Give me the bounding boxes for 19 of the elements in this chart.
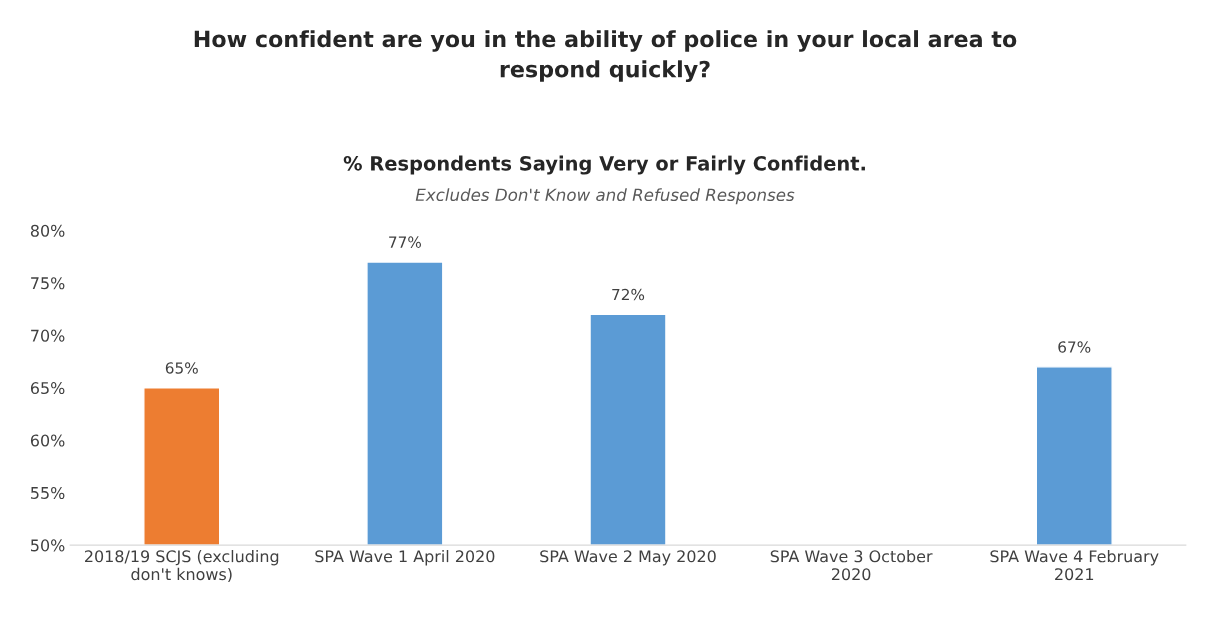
x-tick-label: SPA Wave 2 May 2020 — [540, 550, 716, 566]
chart-title: How confident are you in the ability of police in your local area to respond quickly? — [194, 30, 1017, 82]
y-tick-label: 55% — [31, 486, 65, 499]
data-label: 72% — [612, 288, 645, 301]
x-tick-label: SPA Wave 1 April 2020 — [315, 549, 495, 566]
y-tick-label: 70% — [31, 329, 65, 342]
y-tick-label: 65% — [30, 382, 65, 395]
text: Excludes Don't Know and Refused Responses — [415, 188, 795, 205]
data-label: 77% — [389, 236, 421, 248]
data-label: 67% — [1058, 341, 1091, 353]
data-label: 65% — [165, 362, 198, 374]
y-tick-label: 75% — [31, 277, 65, 290]
x-tick-label: SPA Wave 4 February 2021 — [990, 549, 1159, 581]
x-tick-label: SPA Wave 3 October 2020 — [770, 549, 933, 581]
y-tick-label: 60% — [30, 434, 65, 447]
y-tick-label: 80% — [30, 224, 65, 237]
x-tick-label: 2018/19 SCJS (excluding don't knows) — [85, 549, 279, 583]
chart-subtitle: % Respondents Saying Very or Fairly Confident. — [343, 155, 865, 175]
y-tick-label: 50% — [31, 539, 65, 552]
